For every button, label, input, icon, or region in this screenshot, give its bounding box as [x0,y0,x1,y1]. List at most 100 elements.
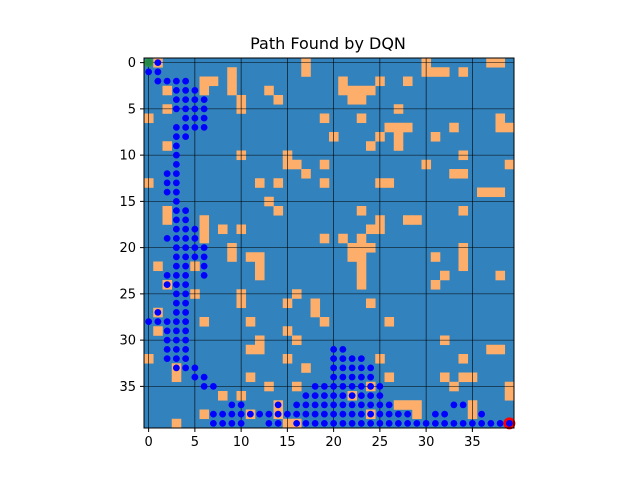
obstacle-cell [255,270,265,281]
x-tick-label: 15 [279,435,296,450]
obstacle-cell [319,113,330,124]
obstacle-cell [366,141,376,151]
obstacle-cell [356,206,367,216]
obstacle-cell [255,252,265,262]
obstacle-cell [384,122,395,133]
path-point [330,355,338,363]
path-point [172,216,180,224]
path-point [209,419,217,427]
obstacle-cell [199,224,210,235]
path-point [505,419,513,427]
obstacle-cell [171,418,182,429]
y-tick-label: 10 [119,149,136,164]
obstacle-cell [264,85,274,96]
path-point [191,123,199,131]
path-point [228,410,236,418]
path-point [182,244,190,252]
path-point [172,170,180,178]
path-point [182,77,190,85]
path-point [339,392,347,400]
path-point [283,410,291,418]
obstacle-cell [199,317,210,327]
path-point [172,142,180,150]
path-point [163,318,171,326]
path-point [163,336,171,344]
obstacle-cell [393,122,404,133]
obstacle-cell [162,141,173,151]
y-tick-label: 0 [128,56,136,71]
obstacle-cell [227,252,237,262]
path-point [182,364,190,372]
path-point [394,419,402,427]
path-point [367,382,375,390]
obstacle-cell [347,252,358,262]
path-point [339,419,347,427]
path-point [487,419,495,427]
obstacle-cell [162,215,173,225]
obstacle-cell [273,95,284,105]
path-point [163,271,171,279]
obstacle-cell [458,252,469,262]
path-point [182,290,190,298]
path-point [274,410,282,418]
path-point [357,373,365,381]
path-point [200,244,208,252]
obstacle-cell [227,67,237,77]
path-point [172,355,180,363]
obstacle-cell [495,270,506,281]
path-point [450,419,458,427]
path-point [145,68,153,76]
path-point [478,419,486,427]
obstacle-cell [449,122,459,133]
obstacle-cell [319,233,330,244]
path-point [339,373,347,381]
path-point [357,392,365,400]
path-point [172,96,180,104]
path-point [182,308,190,316]
path-point [191,114,199,122]
obstacle-cell [384,178,395,188]
obstacle-cell [440,67,450,77]
path-point [163,77,171,85]
path-point [348,355,356,363]
path-point [311,419,319,427]
path-point [182,299,190,307]
obstacle-cell [227,85,237,96]
path-point [367,401,375,409]
obstacle-cell [495,122,506,133]
path-point [172,271,180,279]
path-point [348,401,356,409]
obstacle-cell [153,261,163,272]
obstacle-cell [366,85,376,96]
path-point [293,401,301,409]
path-point [154,318,162,326]
path-point [172,123,180,131]
obstacle-cell [430,67,441,77]
path-point [182,253,190,261]
obstacle-cell [504,159,515,170]
path-point [172,151,180,159]
path-point [163,170,171,178]
chart-title: Path Found by DQN [250,34,406,53]
obstacle-cell [301,363,311,373]
y-tick-label: 15 [119,195,136,210]
path-point [293,419,301,427]
x-tick-label: 30 [418,435,435,450]
obstacle-cell [292,159,302,170]
obstacle-cell [458,67,469,77]
path-point [357,410,365,418]
path-point [163,188,171,196]
obstacle-cell [338,233,348,244]
path-point [320,410,328,418]
path-point [219,419,227,427]
path-point [348,382,356,390]
path-point [163,179,171,187]
obstacle-cell [153,326,163,336]
path-point [265,419,273,427]
x-tick-label: 35 [464,435,481,450]
obstacle-cell [412,215,422,225]
path-point [200,253,208,261]
obstacle-cell [458,372,469,383]
obstacle-cell [504,122,515,133]
